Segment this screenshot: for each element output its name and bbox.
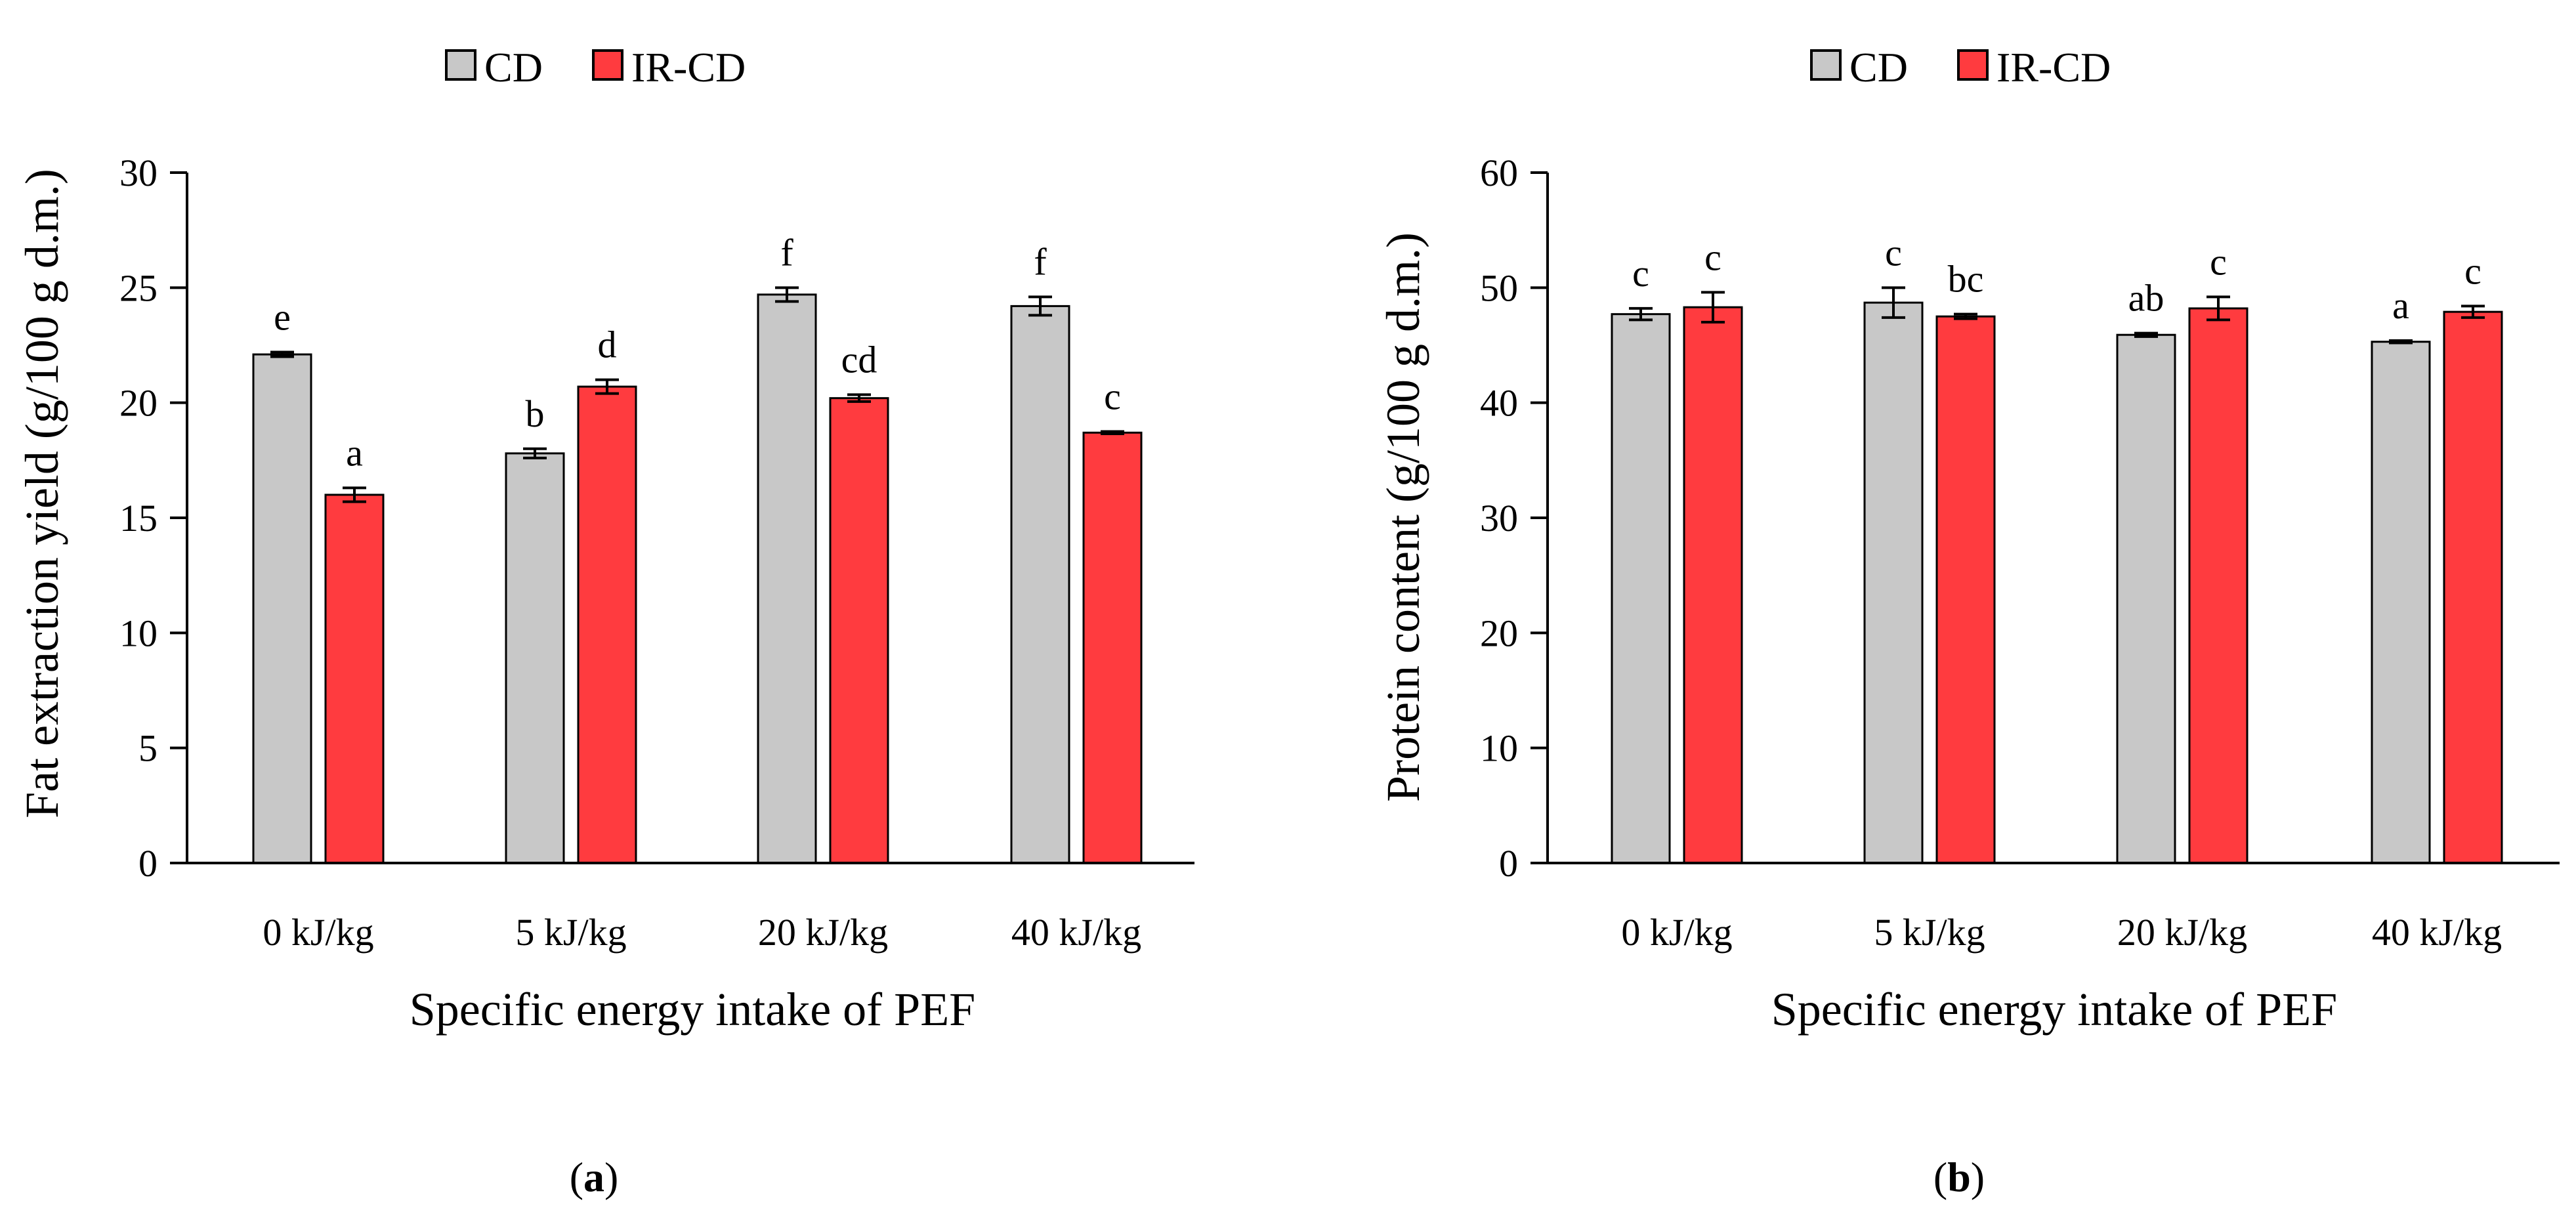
significance-letter-cd-1: c (1885, 231, 1902, 274)
x-tick-label: 0 kJ/kg (263, 911, 373, 954)
panel-a-caption: (a) (570, 1154, 619, 1200)
panel-a-fat-extraction-chart: CD IR-CD e a 0 kJ/kg b d 5 kJ/kg f cd 20 kJ/kg f c… (16, 44, 1194, 1200)
panel-a-legend: CD IR-CD (445, 44, 746, 91)
panel-b-x-axis-title: Specific energy intake of PEF (1771, 983, 2337, 1036)
panel-a-y-axis-title: Fat extraction yield (g/100 g d.m.) (16, 169, 68, 818)
bar-cd-2 (2116, 333, 2176, 864)
panel-b-plot-area: c c 0 kJ/kg c bc 5 kJ/kg ab c 20 kJ/kg a c 40 kJ/kg… (1480, 152, 2560, 954)
y-tick-label: 10 (119, 612, 158, 654)
significance-letter-ir-cd-3: c (1104, 375, 1121, 418)
panel-b-y-axis-title: Protein content (g/100 g d.m.) (1377, 232, 1429, 802)
y-tick-label: 0 (138, 842, 158, 885)
bar-ir-cd-1 (577, 385, 637, 864)
significance-letter-cd-3: f (1034, 240, 1047, 283)
legend-label-cd: CD (484, 44, 543, 91)
bar-cd-1 (1863, 301, 1924, 864)
legend-swatch-cd (1810, 49, 1842, 81)
bar-ir-cd-3 (1082, 431, 1143, 864)
legend-label-ir-cd: IR-CD (1996, 44, 2111, 91)
legend-swatch-ir-cd (1957, 49, 1989, 81)
bar-ir-cd-2 (829, 397, 889, 864)
significance-letter-ir-cd-1: bc (1948, 258, 1984, 301)
y-tick-label: 5 (138, 727, 158, 770)
bar-ir-cd-3 (2443, 310, 2503, 864)
y-tick-label: 50 (1480, 266, 1518, 309)
bar-cd-0 (252, 353, 312, 864)
legend-label-ir-cd: IR-CD (631, 44, 746, 91)
bar-ir-cd-2 (2188, 307, 2249, 864)
legend-label-cd: CD (1849, 44, 1908, 91)
panel-b-caption-letter: b (1947, 1154, 1971, 1200)
significance-letter-cd-2: f (780, 231, 793, 274)
y-tick-label: 60 (1480, 152, 1518, 194)
panel-b-caption: (b) (1933, 1154, 1985, 1200)
x-tick-label: 5 kJ/kg (515, 911, 626, 954)
significance-letter-cd-1: b (526, 392, 545, 435)
x-tick-label: 20 kJ/kg (758, 911, 888, 954)
x-tick-label: 40 kJ/kg (1011, 911, 1141, 954)
y-tick-label: 0 (1499, 842, 1518, 885)
panel-a-plot-area: e a 0 kJ/kg b d 5 kJ/kg f cd 20 kJ/kg f c 40 kJ/kg 0… (119, 152, 1194, 954)
significance-letter-ir-cd-2: cd (841, 338, 877, 381)
y-tick-label: 10 (1480, 727, 1518, 770)
significance-letter-cd-3: a (2392, 284, 2409, 327)
legend-swatch-cd (445, 49, 476, 81)
panel-b-legend: CD IR-CD (1810, 44, 2111, 91)
x-tick-label: 40 kJ/kg (2372, 911, 2502, 954)
bar-ir-cd-1 (1935, 315, 1996, 864)
y-tick-label: 40 (1480, 382, 1518, 425)
panel-a-caption-letter: a (583, 1154, 604, 1200)
bar-cd-3 (2371, 341, 2431, 864)
significance-letter-ir-cd-0: c (1704, 236, 1721, 278)
bar-cd-0 (1611, 313, 1671, 864)
legend-swatch-ir-cd (592, 49, 623, 81)
significance-letter-ir-cd-2: c (2210, 240, 2227, 283)
significance-letter-ir-cd-0: a (346, 431, 363, 474)
x-tick-label: 5 kJ/kg (1874, 911, 1985, 954)
y-tick-label: 30 (119, 152, 158, 194)
y-tick-label: 20 (119, 382, 158, 425)
x-tick-label: 0 kJ/kg (1621, 911, 1732, 954)
bar-cd-1 (505, 452, 565, 864)
y-tick-label: 30 (1480, 497, 1518, 539)
y-tick-label: 20 (1480, 612, 1518, 654)
significance-letter-cd-0: e (274, 296, 291, 339)
significance-letter-ir-cd-1: d (598, 324, 617, 366)
bar-cd-2 (757, 293, 817, 864)
y-tick-label: 25 (119, 266, 158, 309)
significance-letter-cd-2: ab (2128, 277, 2164, 320)
bar-ir-cd-0 (324, 494, 385, 864)
x-tick-label: 20 kJ/kg (2117, 911, 2247, 954)
significance-letter-cd-0: c (1632, 252, 1649, 295)
bar-ir-cd-0 (1683, 306, 1743, 864)
bar-cd-3 (1010, 305, 1070, 864)
panel-a-x-axis-title: Specific energy intake of PEF (410, 983, 975, 1036)
y-tick-label: 15 (119, 497, 158, 539)
significance-letter-ir-cd-3: c (2464, 249, 2481, 292)
